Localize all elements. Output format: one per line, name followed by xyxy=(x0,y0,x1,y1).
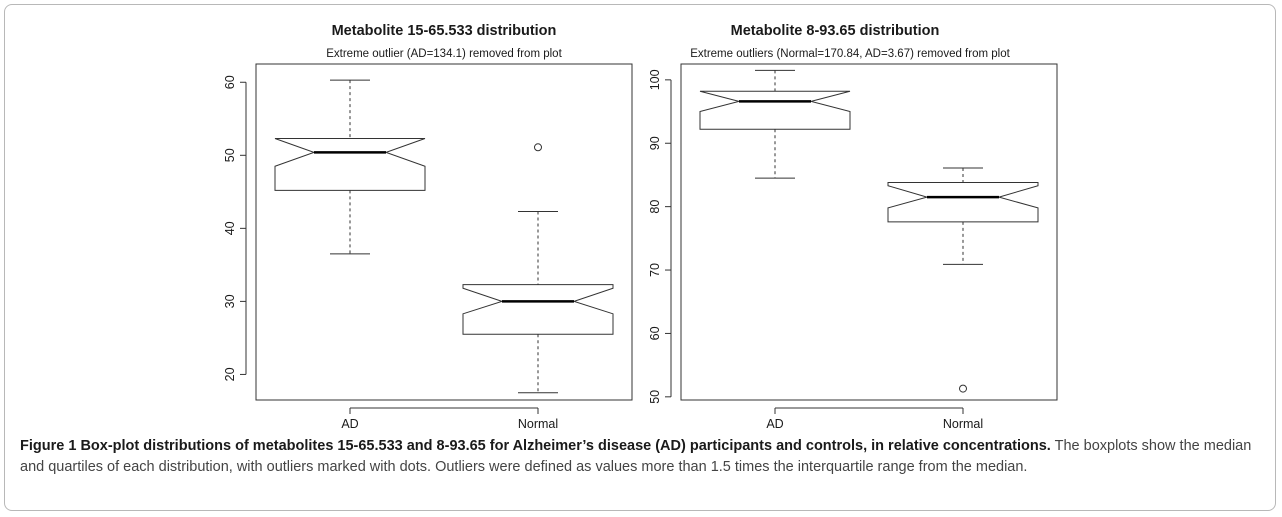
chart-panel-2: Metabolite 8-93.65 distribution Extreme … xyxy=(648,23,1058,430)
y-tick-label: 100 xyxy=(648,69,662,90)
figure-caption: Figure 1 Box-plot distributions of metab… xyxy=(20,436,1270,478)
notched-box xyxy=(274,138,426,191)
plot-area xyxy=(255,63,633,401)
boxes xyxy=(699,69,1039,393)
x-tick-label: Normal xyxy=(943,417,983,430)
y-tick-label: 50 xyxy=(223,148,237,162)
x-tick-label: Normal xyxy=(518,417,558,430)
y-axis: 20 30 40 50 60 xyxy=(223,75,247,381)
x-axis: AD Normal xyxy=(766,407,983,430)
outlier-point xyxy=(534,143,542,152)
chart-subtitle: Extreme outlier (AD=134.1) removed from … xyxy=(326,48,562,60)
y-tick-label: 70 xyxy=(648,263,662,277)
figure-label: Figure 1 xyxy=(20,438,77,454)
plot-area xyxy=(680,63,1058,401)
caption-text: The boxplots show the median and quartil… xyxy=(20,438,1252,475)
notched-box xyxy=(699,90,851,130)
boxes xyxy=(274,79,614,394)
y-tick-label: 90 xyxy=(648,136,662,150)
chart-title: Metabolite 15-65.533 distribution xyxy=(332,23,557,39)
box-normal xyxy=(887,167,1039,393)
x-axis: AD Normal xyxy=(341,407,558,430)
y-tick-label: 40 xyxy=(223,221,237,235)
y-tick-label: 50 xyxy=(648,390,662,404)
x-tick-label: AD xyxy=(341,417,358,430)
notched-box xyxy=(887,182,1039,223)
chart-panel-1: Metabolite 15-65.533 distribution Extrem… xyxy=(223,23,633,430)
chart-title: Metabolite 8-93.65 distribution xyxy=(731,23,940,39)
box-normal xyxy=(462,143,614,394)
y-tick-label: 20 xyxy=(223,367,237,381)
notched-box xyxy=(462,284,614,335)
box-ad xyxy=(274,79,426,255)
chart-subtitle: Extreme outliers (Normal=170.84, AD=3.67… xyxy=(690,48,1010,60)
y-tick-label: 60 xyxy=(223,75,237,89)
boxplot-charts: Metabolite 15-65.533 distribution Extrem… xyxy=(223,23,1058,430)
figure-frame xyxy=(4,4,1276,511)
y-tick-label: 30 xyxy=(223,294,237,308)
y-tick-label: 60 xyxy=(648,326,662,340)
outlier-point xyxy=(959,384,967,393)
x-tick-label: AD xyxy=(766,417,783,430)
y-tick-label: 80 xyxy=(648,200,662,214)
caption-title: Box-plot distributions of metabolites 15… xyxy=(80,438,1051,454)
box-ad xyxy=(699,69,851,179)
y-axis: 50 60 70 80 90 100 xyxy=(648,69,672,404)
